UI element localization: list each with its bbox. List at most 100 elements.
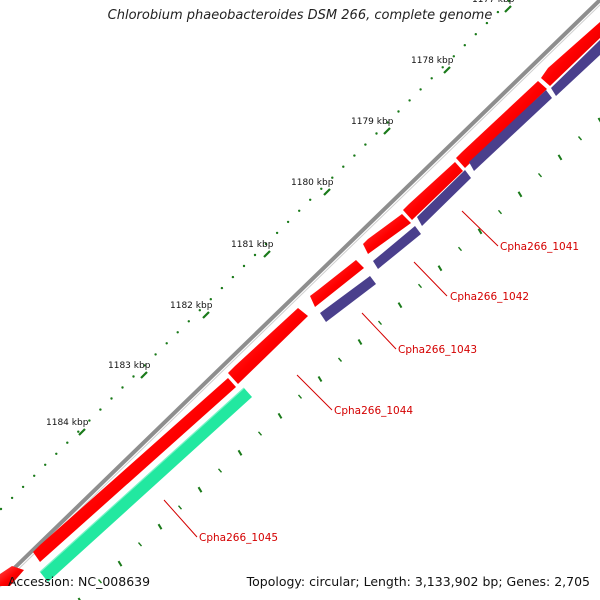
ruler-dot — [485, 21, 489, 25]
topology-text: Topology: circular; Length: 3,133,902 bp… — [246, 574, 590, 589]
ruler-dot — [364, 143, 367, 146]
callout-leader-line — [461, 210, 499, 247]
ruler-dot — [342, 165, 345, 168]
gene-label-cpha266_1045[interactable]: Cpha266_1045 — [199, 532, 278, 544]
inner-tick — [257, 431, 263, 436]
ruler-dot — [209, 298, 212, 301]
gene-label-cpha266_1044[interactable]: Cpha266_1044 — [334, 405, 413, 417]
ruler-dot — [286, 220, 290, 224]
gene-label-cpha266_1043[interactable]: Cpha266_1043 — [398, 344, 477, 356]
inner-tick — [417, 283, 423, 289]
inner-tick — [477, 228, 483, 235]
cds-reverse-1[interactable] — [551, 40, 600, 96]
ruler-dot — [441, 66, 444, 69]
inner-tick — [377, 320, 383, 326]
ruler-dot — [33, 474, 36, 477]
ruler-major-tick — [140, 371, 148, 379]
inner-tick — [117, 560, 123, 567]
ruler-tick-label: 1180 kbp — [291, 178, 334, 188]
cds-forward-1[interactable] — [541, 22, 600, 86]
ruler-dot — [452, 55, 455, 58]
cds-forward-8[interactable] — [0, 566, 24, 586]
inner-tick — [577, 136, 583, 141]
ruler-dot — [275, 231, 279, 235]
inner-tick — [497, 209, 503, 215]
inner-tick — [537, 172, 543, 178]
inner-tick-track — [77, 117, 600, 600]
cds-forward-4[interactable] — [363, 214, 411, 254]
cds-reverse-4[interactable] — [373, 226, 421, 269]
ruler-tick-label: 1179 kbp — [351, 117, 394, 127]
inner-tick — [437, 265, 443, 272]
genome-backbone-shadow — [0, 4, 600, 588]
ruler-major-tick — [383, 127, 391, 135]
ruler-dot — [121, 386, 124, 389]
ruler-dot — [264, 242, 268, 246]
cds-features — [0, 22, 600, 586]
cds-reverse-2[interactable] — [469, 90, 552, 171]
ruler-dot — [110, 397, 113, 400]
inner-tick — [137, 542, 143, 547]
cds-forward-7[interactable] — [33, 378, 236, 562]
ruler-dot — [21, 485, 25, 489]
inner-tick — [397, 302, 403, 309]
callout-leader-line — [361, 312, 397, 350]
ruler-dot — [132, 375, 135, 378]
ruler-dot — [44, 463, 47, 466]
ruler-dot — [154, 353, 157, 356]
inner-tick — [157, 523, 163, 530]
callout-leader-line — [413, 261, 448, 297]
status-footer: Accession: NC_008639 Topology: circular;… — [0, 572, 600, 596]
ruler-major-tick — [504, 5, 512, 13]
ruler-tick-label: 1183 kbp — [108, 361, 151, 371]
ruler-dot — [496, 10, 500, 14]
cds-highlight-1045[interactable] — [40, 388, 252, 582]
cds-forward-3[interactable] — [403, 162, 463, 220]
inner-tick — [277, 412, 283, 419]
inner-tick — [557, 154, 563, 161]
ruler-dot — [408, 99, 411, 102]
ruler-major-tick — [263, 250, 271, 258]
ruler-dot — [55, 452, 58, 455]
ruler-dot — [320, 187, 323, 190]
ruler-dot — [375, 132, 378, 135]
ruler-major-tick — [443, 66, 451, 74]
ruler-dot — [77, 430, 80, 433]
ruler-dot — [474, 33, 477, 36]
ruler-dot — [430, 77, 433, 80]
inner-tick — [237, 449, 243, 456]
gene-callouts: Cpha266_1041 Cpha266_1042 Cpha266_1043 Cpha… — [163, 210, 579, 544]
ruler-major-tick — [202, 311, 210, 319]
gene-label-cpha266_1041[interactable]: Cpha266_1041 — [500, 241, 579, 253]
ruler-dot — [242, 264, 246, 268]
inner-tick — [357, 338, 363, 346]
cds-reverse-5[interactable] — [320, 276, 376, 322]
cds-forward-2[interactable] — [456, 81, 547, 168]
callout-leader-line — [163, 499, 198, 538]
ruler-tick-label: 1177 kbp — [472, 0, 515, 5]
ruler-major-tick — [323, 188, 331, 196]
ruler-dot — [507, 0, 511, 3]
inner-tick — [597, 117, 600, 123]
ruler-dot — [220, 286, 224, 290]
ruler-dot — [88, 419, 91, 422]
inner-tick — [217, 468, 223, 473]
cds-reverse-3[interactable] — [417, 170, 471, 226]
ruler-major-tick — [78, 428, 86, 436]
ruler-dot — [66, 441, 69, 444]
ruler-dot — [309, 198, 312, 201]
ruler-tick-label: 1181 kbp — [231, 240, 274, 250]
genome-backbone — [0, 0, 600, 584]
gene-label-cpha266_1042[interactable]: Cpha266_1042 — [450, 291, 529, 303]
ruler-dot — [463, 44, 466, 47]
inner-tick — [337, 357, 343, 362]
ruler-dot — [253, 253, 257, 257]
ruler-dot — [198, 309, 201, 312]
ruler-tick-label: 1182 kbp — [170, 301, 213, 311]
cds-forward-6[interactable] — [228, 308, 308, 384]
cds-forward-5[interactable] — [310, 260, 364, 307]
ruler-dot — [419, 88, 422, 91]
inner-tick — [317, 375, 323, 383]
